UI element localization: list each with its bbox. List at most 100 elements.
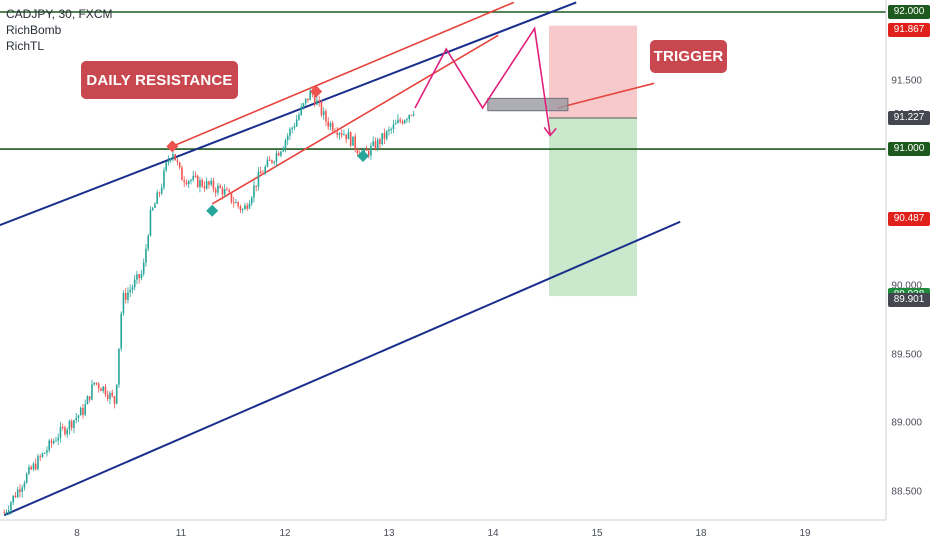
- candle-body: [322, 111, 325, 116]
- price-label: 91.227: [888, 110, 930, 125]
- candle-body: [39, 456, 41, 458]
- candle-body: [282, 147, 284, 152]
- candle-body: [327, 121, 329, 127]
- candle-body: [370, 145, 372, 156]
- candle-body: [10, 502, 12, 511]
- daily-resistance-callout[interactable]: DAILY RESISTANCE: [81, 61, 238, 99]
- candle-body: [154, 203, 156, 208]
- candle-body: [142, 262, 145, 274]
- candle-body: [118, 348, 120, 385]
- candle-body: [151, 207, 154, 210]
- candle-body: [97, 383, 100, 389]
- candle-body: [172, 154, 174, 159]
- candle-body: [271, 160, 273, 163]
- trigger-callout[interactable]: TRIGGER: [650, 40, 727, 73]
- candle-body: [379, 139, 381, 144]
- candle-body: [403, 120, 406, 124]
- candle-body: [239, 206, 242, 211]
- candle-body: [298, 114, 300, 120]
- candle-body: [250, 197, 253, 204]
- candle-body: [300, 107, 302, 115]
- x-tick-label: 15: [591, 528, 603, 539]
- candle-body: [280, 151, 282, 156]
- position-tool[interactable]: [549, 25, 637, 297]
- projection-arrowhead: [543, 126, 557, 137]
- candle-body: [392, 124, 395, 130]
- candle-body: [160, 187, 163, 194]
- horizontal-levels[interactable]: [0, 11, 886, 150]
- candle-body: [109, 392, 111, 400]
- candle-body: [264, 166, 266, 174]
- candle-body: [320, 101, 323, 116]
- candle-body: [410, 115, 413, 117]
- candle-body: [120, 313, 122, 349]
- candle-body: [408, 115, 410, 120]
- candle-body: [25, 473, 28, 483]
- candle-body: [124, 293, 127, 300]
- candle-body: [185, 182, 188, 185]
- candle-body: [347, 132, 350, 140]
- candle-body: [156, 192, 158, 204]
- x-tick-label: 13: [383, 528, 395, 539]
- candle-body: [28, 466, 30, 474]
- price-label: 90.487: [888, 212, 930, 227]
- candle-body: [219, 185, 221, 189]
- candle-body: [95, 382, 98, 384]
- candle-body: [82, 407, 84, 415]
- candle-body: [194, 175, 197, 177]
- x-tick-label: 14: [487, 528, 499, 539]
- trigger-arrow-line: [557, 82, 655, 109]
- candle-body: [46, 450, 48, 453]
- candle-body: [3, 512, 5, 514]
- y-tick-label: 88.500: [891, 486, 922, 498]
- red-channel-bottom-line: [211, 34, 499, 205]
- candle-body: [205, 181, 208, 189]
- candle-body: [365, 149, 368, 151]
- candle-body: [136, 274, 138, 280]
- candle-body: [356, 149, 359, 154]
- candle-body: [293, 126, 296, 128]
- candle-body: [253, 185, 255, 198]
- candle-body: [385, 131, 388, 139]
- chart-legend[interactable]: CADJPY, 30, FXCM RichBomb RichTL: [6, 6, 112, 54]
- candle-body: [111, 392, 113, 397]
- candle-body: [77, 415, 80, 418]
- candle-body: [138, 274, 140, 279]
- axes: [0, 0, 887, 521]
- x-tick-label: 12: [279, 528, 291, 539]
- candle-body: [70, 420, 73, 428]
- candle-body: [102, 386, 104, 392]
- candle-body: [32, 463, 35, 470]
- x-tick-label: 19: [799, 528, 811, 539]
- candle-body: [331, 123, 334, 131]
- candle-body: [212, 180, 215, 190]
- candle-body: [140, 273, 143, 279]
- candle-body: [286, 135, 289, 141]
- candle-body: [244, 205, 246, 210]
- candle-body: [394, 123, 397, 125]
- indicator-richtl[interactable]: RichTL: [6, 39, 45, 53]
- projection[interactable]: [414, 26, 557, 137]
- symbol-line[interactable]: CADJPY, 30, FXCM: [6, 7, 113, 21]
- indicator-richbomb[interactable]: RichBomb: [6, 23, 62, 37]
- candle-body: [235, 202, 237, 204]
- price-label: 92.000: [888, 5, 930, 19]
- candle-body: [291, 127, 293, 130]
- candle-body: [266, 159, 269, 167]
- candle-body: [34, 463, 37, 470]
- candle-body: [73, 420, 75, 428]
- candle-body: [201, 180, 203, 187]
- candle-body: [246, 205, 248, 209]
- candle-body: [169, 158, 172, 161]
- trendlines[interactable]: [0, 1, 681, 517]
- y-tick-label: 90.000: [891, 280, 922, 292]
- candle-body: [217, 185, 219, 193]
- pivot-marker-2: [206, 204, 219, 217]
- candle-body: [14, 495, 17, 498]
- candle-body: [226, 189, 228, 191]
- candle-body: [23, 482, 26, 488]
- candle-body: [248, 203, 251, 209]
- candle-body: [223, 189, 226, 195]
- candle-body: [75, 417, 77, 421]
